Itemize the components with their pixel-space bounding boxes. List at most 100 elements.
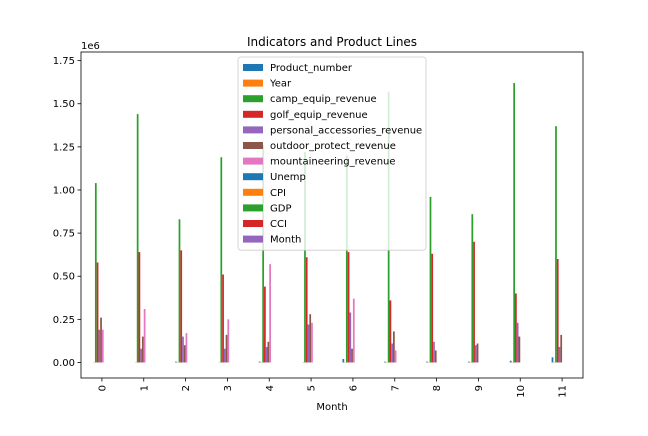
bar-personal-accessories-revenue-7	[391, 344, 393, 363]
x-tick-label: 1	[139, 385, 150, 391]
y-tick-label: 1.25	[53, 142, 75, 153]
bar-outdoor-protect-revenue-1	[142, 337, 144, 363]
legend-entry: CPI	[270, 188, 286, 199]
legend-entry: camp_equip_revenue	[270, 94, 377, 105]
bar-camp-equip-revenue-11	[555, 126, 557, 362]
bar-outdoor-protect-revenue-11	[560, 335, 562, 363]
legend-entry: golf_equip_revenue	[270, 110, 368, 121]
legend-entry: CCI	[270, 219, 287, 230]
bar-personal-accessories-revenue-6	[349, 312, 351, 362]
x-tick-label: 7	[390, 385, 401, 391]
bar-personal-accessories-revenue-1	[140, 349, 142, 363]
legend-swatch	[243, 95, 263, 102]
legend-entry: mountaineering_revenue	[270, 157, 396, 168]
y-tick-label: 1.50	[53, 99, 75, 110]
y-tick-label: 0.75	[53, 229, 75, 240]
bar-outdoor-protect-revenue-3	[226, 335, 228, 363]
bar-golf-equip-revenue-7	[390, 300, 392, 362]
bar-product-number-10	[510, 361, 512, 363]
legend-swatch	[243, 173, 263, 180]
chart-title: Indicators and Product Lines	[247, 35, 417, 49]
y-scale-label: 1e6	[81, 41, 100, 52]
bar-personal-accessories-revenue-10	[517, 323, 519, 363]
bar-personal-accessories-revenue-5	[308, 325, 310, 363]
legend-entry: personal_accessories_revenue	[270, 125, 422, 136]
bar-golf-equip-revenue-1	[139, 252, 141, 362]
bar-camp-equip-revenue-10	[513, 83, 515, 362]
bar-camp-equip-revenue-3	[220, 157, 222, 362]
bar-golf-equip-revenue-5	[306, 257, 308, 362]
y-tick-label: 1.75	[53, 56, 75, 67]
bar-camp-equip-revenue-0	[95, 183, 97, 362]
bar-golf-equip-revenue-10	[515, 293, 517, 362]
bar-outdoor-protect-revenue-8	[435, 350, 437, 362]
legend-entry: GDP	[270, 203, 291, 214]
bar-camp-equip-revenue-2	[179, 219, 181, 362]
bar-golf-equip-revenue-3	[222, 275, 224, 363]
x-tick-label: 0	[97, 385, 108, 391]
bar-personal-accessories-revenue-3	[224, 349, 226, 363]
x-tick-label: 3	[223, 385, 234, 391]
bar-mountaineering-revenue-3	[227, 319, 229, 362]
bar-product-number-4	[259, 362, 261, 363]
legend-swatch	[243, 111, 263, 118]
bar-product-number-9	[468, 362, 470, 363]
legend-swatch	[243, 189, 263, 196]
legend: Product_number Year camp_equip_revenuegolf…	[238, 57, 426, 250]
y-tick-label: 0.25	[53, 315, 75, 326]
legend-swatch	[243, 64, 263, 71]
bar-product-number-7	[384, 362, 386, 363]
x-tick-label: 2	[181, 385, 192, 391]
bar-outdoor-protect-revenue-10	[519, 337, 521, 363]
legend-swatch	[243, 126, 263, 133]
bar-outdoor-protect-revenue-2	[184, 345, 186, 362]
y-axis: 0.000.250.500.751.001.251.501.75	[53, 56, 81, 369]
bar-personal-accessories-revenue-8	[433, 342, 435, 363]
bar-golf-equip-revenue-8	[431, 254, 433, 363]
legend-entry: outdoor_protect_revenue	[270, 141, 396, 152]
bar-camp-equip-revenue-9	[471, 214, 473, 362]
legend-entry: Month	[270, 235, 301, 246]
bar-golf-equip-revenue-2	[180, 250, 182, 362]
bar-product-number-11	[552, 357, 554, 362]
bar-mountaineering-revenue-2	[186, 333, 188, 362]
legend-box	[238, 57, 426, 250]
x-tick-label: 9	[474, 385, 485, 391]
bar-product-number-6	[342, 359, 344, 362]
bar-mountaineering-revenue-5	[311, 323, 313, 363]
bar-personal-accessories-revenue-4	[266, 347, 268, 363]
bar-outdoor-protect-revenue-0	[100, 318, 102, 363]
x-tick-label: 5	[307, 385, 318, 391]
legend-entry: Year	[269, 79, 292, 90]
x-axis-label: Month	[316, 402, 347, 413]
bar-outdoor-protect-revenue-7	[393, 331, 395, 362]
bar-outdoor-protect-revenue-6	[351, 349, 353, 363]
legend-swatch	[243, 80, 263, 87]
bar-personal-accessories-revenue-9	[475, 345, 477, 362]
legend-entry: Unemp	[270, 172, 306, 183]
bar-personal-accessories-revenue-11	[559, 347, 561, 363]
bar-golf-equip-revenue-9	[473, 242, 475, 363]
bar-outdoor-protect-revenue-9	[477, 344, 479, 363]
bar-mountaineering-revenue-0	[102, 330, 104, 363]
bar-camp-equip-revenue-1	[137, 114, 139, 362]
bar-golf-equip-revenue-11	[557, 259, 559, 362]
bar-product-number-8	[426, 362, 428, 363]
y-tick-label: 0.50	[53, 272, 75, 283]
x-tick-label: 6	[348, 385, 359, 391]
bar-mountaineering-revenue-4	[269, 264, 271, 362]
bar-mountaineering-revenue-7	[395, 350, 397, 362]
bar-mountaineering-revenue-6	[353, 299, 355, 363]
x-tick-label: 10	[516, 385, 527, 398]
bar-outdoor-protect-revenue-5	[309, 314, 311, 362]
bar-golf-equip-revenue-4	[264, 287, 266, 363]
bar-camp-equip-revenue-8	[430, 197, 432, 363]
bar-mountaineering-revenue-1	[144, 309, 146, 362]
legend-entry: Product_number	[270, 63, 353, 74]
x-tick-label: 11	[558, 385, 569, 398]
legend-swatch	[243, 236, 263, 243]
legend-swatch	[243, 220, 263, 227]
